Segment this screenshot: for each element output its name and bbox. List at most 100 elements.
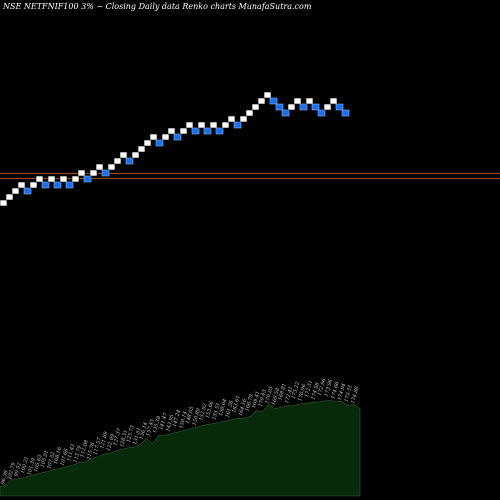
volume-label: 105.01 [40,450,50,468]
brick-up [107,163,116,171]
volume-label: 96.38 [0,470,10,485]
chart-title: NSE NETFNIF100 3% ~ Closing Daily data R… [2,2,312,11]
brick-up [293,97,302,105]
volume-label: 172.41 [284,386,294,404]
volume-label: 147.24 [172,409,182,427]
brick-down [83,175,92,183]
brick-up [11,187,20,195]
brick-down [53,181,62,189]
brick-up [137,145,146,153]
volume-area-path [0,400,361,497]
brick-down [311,103,320,111]
brick-down [203,127,212,135]
volume-label: 137.45 [145,419,155,437]
brick-up [197,121,206,129]
brick-down [173,133,182,141]
brick-up [149,133,158,141]
volume-label: 111.43 [66,443,76,461]
brick-up [329,97,338,105]
volume-label: 107.52 [46,451,56,469]
brick-up [77,169,86,177]
volume-label: 172.51 [304,380,314,398]
volume-label: 170.96 [297,383,308,402]
brick-up [161,133,170,141]
brick-down [269,97,278,105]
volume-label: 174.88 [350,386,360,404]
volume-label: 150.14 [178,411,188,429]
brick-down [23,187,32,195]
brick-up [185,121,194,129]
brick-up [113,157,122,165]
brick-down [335,103,344,111]
volume-label: 108.16 [53,446,64,465]
volume-label: 174.94 [337,383,347,401]
volume-label: 155.51 [211,402,221,420]
volume-area [0,400,361,497]
volume-label: 168.81 [277,383,287,401]
brick-down [275,103,284,111]
brick-up [89,169,98,177]
brick-up [251,103,260,111]
volume-label: 115.76 [86,441,97,460]
brick-down [191,127,200,135]
volume-label: 161.26 [225,399,236,418]
brick-down [125,157,134,165]
volume-label: 105.63 [33,454,43,472]
brick-up [263,91,272,99]
volume-label: 113.79 [73,444,84,463]
volume-label: 169.41 [251,391,261,409]
brick-up [35,175,44,183]
brick-up [257,97,266,105]
volume-label: 135.38 [152,415,162,433]
brick-up [143,139,152,147]
volume-label: 127.37 [112,427,123,446]
brick-down [101,169,110,177]
brick-down [281,109,290,117]
volume-label: 141.47 [159,411,170,430]
brick-up [167,127,176,135]
brick-up [95,163,104,171]
volume-label: 166.79 [244,393,255,412]
volume-label: 122.09 [106,432,117,451]
volume-labels: 96.38102.7999.52100.21101.39105.63105.01… [0,377,360,485]
brick-up [227,115,236,123]
brick-down [155,139,164,147]
volume-label: 158.04 [218,398,228,416]
brick-down [233,121,242,129]
brick-down [317,109,326,117]
brick-up [245,109,254,117]
brick-down [299,103,308,111]
volume-label: 131.51 [132,427,142,445]
volume-label: 170.05 [264,386,274,404]
brick-up [71,175,80,183]
brick-up [305,97,314,105]
volume-label: 99.52 [13,462,23,477]
volume-label: 136.14 [139,422,149,440]
brick-up [131,151,140,159]
volume-label: 173.31 [344,384,354,402]
volume-label: 153.66 [205,400,216,419]
volume-label: 174.58 [311,382,321,400]
volume-label: 101.39 [27,457,38,476]
volume-label: 173.96 [324,378,335,397]
volume-label: 143.95 [165,414,175,432]
volume-label: 169.58 [271,387,281,405]
brick-up [47,175,56,183]
brick-up [209,121,218,129]
volume-label: 107.66 [60,447,71,466]
brick-up [5,193,14,201]
brick-up [221,121,230,129]
volume-label: 152.92 [198,403,208,421]
volume-label: 173.22 [291,381,301,399]
brick-up [0,199,8,207]
volume-label: 163.61 [231,395,241,413]
volume-label: 125.73 [126,425,136,443]
volume-label: 170.43 [258,389,268,407]
brick-up [59,175,68,183]
volume-label: 128.31 [119,429,129,447]
brick-down [341,109,350,117]
volume-label: 102.79 [7,461,18,480]
volume-label: 121.89 [99,430,110,449]
brick-up [119,151,128,159]
